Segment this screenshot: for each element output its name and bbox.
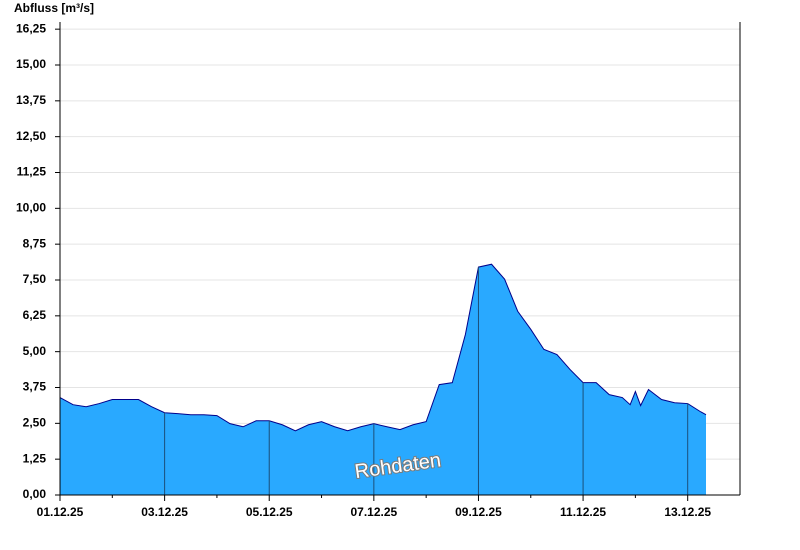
y-tick-label: 10,00 (16, 201, 46, 215)
y-tick-label: 5,00 (23, 344, 47, 358)
y-tick-label: 6,25 (23, 308, 47, 322)
area-line (59, 263, 707, 432)
x-tick-label: 13.12.25 (664, 505, 711, 519)
y-tick-label: 2,50 (23, 416, 47, 430)
x-tick-label: 01.12.25 (37, 505, 84, 519)
x-tick-label: 11.12.25 (560, 505, 606, 519)
x-tick-label: 05.12.25 (246, 505, 293, 519)
x-tick-label: 09.12.25 (455, 505, 502, 519)
y-tick-label: 13,75 (16, 93, 46, 107)
y-tick-label: 15,00 (16, 57, 46, 71)
x-tick-label: 07.12.25 (350, 505, 397, 519)
y-tick-label: 11,25 (17, 165, 47, 179)
y-tick-label: 8,75 (23, 236, 47, 250)
y-tick-label: 7,50 (23, 272, 47, 286)
x-tick-label: 03.12.25 (141, 505, 188, 519)
y-tick-label: 12,50 (16, 129, 46, 143)
y-tick-label: 16,25 (16, 21, 46, 35)
area (60, 264, 706, 495)
y-tick-label: 3,75 (23, 380, 47, 394)
y-tick-label: 1,25 (23, 451, 47, 465)
y-tick-label: 0,00 (23, 487, 47, 501)
y-axis-title: Abfluss [m³/s] (14, 1, 94, 15)
